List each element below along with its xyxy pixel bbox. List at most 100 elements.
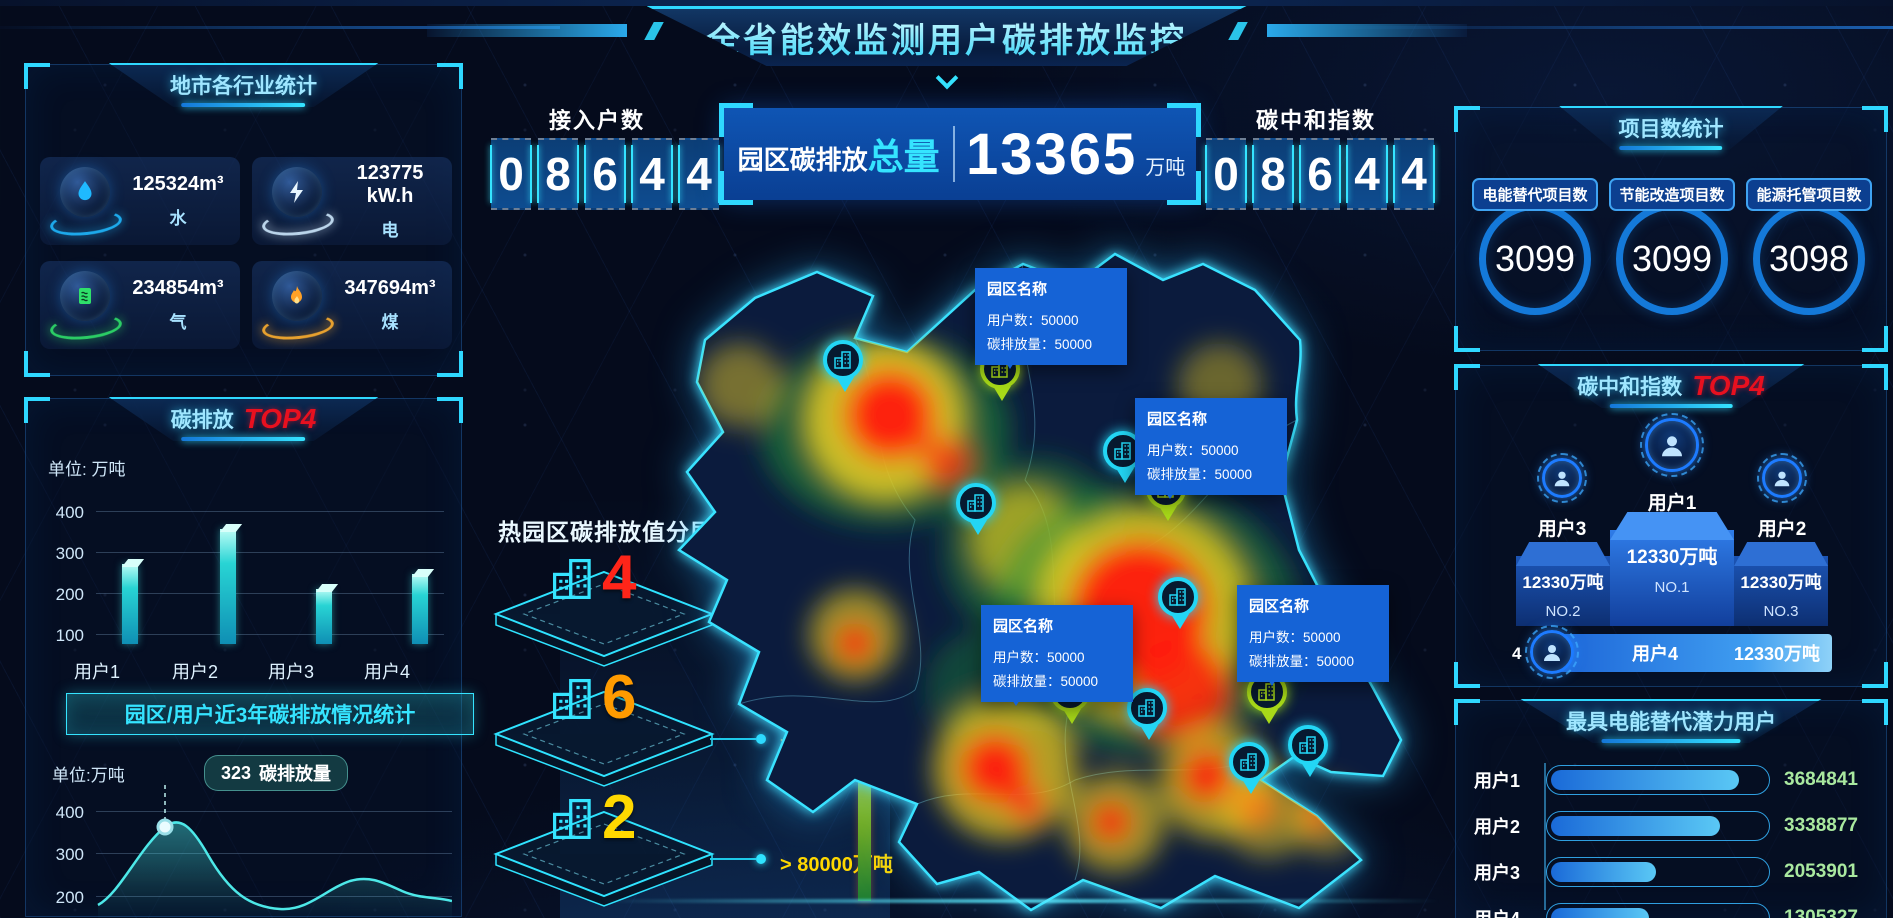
row-bar-track (1546, 811, 1770, 841)
row-bar-track (1546, 857, 1770, 887)
province-map: 园区名称 用户数：50000 碳排放量：50000 园区名称 用户数：50000… (555, 220, 1465, 918)
corner-bracket (1167, 171, 1201, 205)
row-bar-fill (1551, 770, 1740, 790)
gridline (96, 853, 452, 854)
park-pin[interactable] (1229, 742, 1273, 800)
bar-chart-unit: 单位: 万吨 (48, 460, 126, 479)
layer-platform (493, 570, 715, 667)
bar-user2 (219, 489, 243, 644)
header-left-wing (426, 24, 627, 37)
park-pin[interactable] (823, 340, 867, 398)
panel-neutral-top4: 碳中和指数 TOP4 用户1 用户3 用户2 12330万吨 NO.2 1233… (1454, 364, 1888, 688)
park-pin[interactable] (1158, 577, 1202, 635)
bar-user4 (411, 489, 435, 644)
tooltip-emission: 碳排放量：50000 (987, 337, 1093, 352)
row-value: 3684841 (1784, 769, 1858, 790)
panel-potential: 最具电能替代潜力用户 用户1 3684841 用户2 3338877 用户3 2… (1454, 699, 1888, 918)
corner-accent (1454, 364, 1480, 390)
buildings-icon (552, 558, 591, 600)
panel-projects: 项目数统计 电能替代项目数 3099 节能改造项目数 3099 能源托管项目数 … (1454, 106, 1888, 352)
total-emission-value: 13365 (965, 121, 1138, 187)
digit-box: 4 (678, 138, 720, 210)
digit-box: 4 (631, 138, 673, 210)
potential-row: 用户2 3338877 (1474, 809, 1870, 843)
icon-ring (260, 311, 336, 343)
podium-value: 12330万吨 (1740, 573, 1822, 592)
corner-bracket (719, 103, 753, 137)
park-tooltip[interactable]: 园区名称 用户数：50000 碳排放量：50000 (981, 605, 1133, 706)
corner-accent (1862, 699, 1888, 725)
corner-accent (24, 351, 50, 377)
corner-accent (1454, 662, 1480, 688)
corner-bracket (719, 171, 753, 205)
row-bar-fill (1551, 862, 1656, 882)
header-right-wing (1266, 24, 1467, 37)
park-tooltip[interactable]: 园区名称 用户数：50000 碳排放量：50000 (975, 268, 1127, 369)
gridline (96, 511, 444, 512)
stat-label: 水 (169, 209, 187, 228)
bar-user3 (315, 489, 339, 644)
history-stats-button[interactable]: 园区/用户近3年碳排放情况统计 (66, 693, 474, 735)
project-label: 节能改造项目数 (1609, 178, 1735, 211)
y-tick: 300 (55, 544, 84, 563)
connector-line (710, 734, 766, 744)
digit-box: 8 (1252, 138, 1294, 210)
row-bar-fill (1551, 908, 1650, 918)
digit-box: 4 (1346, 138, 1388, 210)
tooltip-users: 用户数：50000 (1249, 630, 1341, 645)
user-avatar (1537, 453, 1587, 503)
tooltip-title: 园区名称 (993, 618, 1054, 635)
park-pin[interactable] (956, 483, 1000, 541)
connector-line (710, 854, 766, 864)
potential-row: 用户4 1305327 (1474, 901, 1870, 918)
y-tick: 200 (55, 585, 84, 604)
divider (953, 126, 956, 182)
layers-title: 热园区碳排放值分层 (498, 519, 714, 545)
park-tooltip[interactable]: 园区名称 用户数：50000 碳排放量：50000 (1237, 585, 1389, 686)
stat-value: 234854m³ (132, 277, 224, 299)
park-pin[interactable] (1127, 688, 1171, 746)
access-count-label: 接入户数 (549, 108, 646, 133)
highlight-point (156, 818, 174, 836)
gridline (96, 552, 444, 553)
digit-box: 6 (584, 138, 626, 210)
flame-icon (272, 271, 322, 321)
row-user: 用户1 (1474, 771, 1521, 791)
stat-value: 125324m³ (132, 173, 224, 195)
row-user: 用户2 (1474, 817, 1521, 837)
tooltip-users: 用户数：50000 (987, 313, 1079, 328)
icon-ring (48, 207, 124, 239)
user-avatar (1640, 413, 1704, 477)
podium-user-1: 用户1 (1647, 493, 1697, 514)
x-label: 用户1 (74, 662, 121, 682)
area-chart-unit: 单位:万吨 (52, 766, 125, 785)
tooltip-emission: 碳排放量：50000 (1147, 467, 1253, 482)
project-stat: 电能替代项目数 3099 (1472, 178, 1598, 315)
buildings-icon (552, 798, 591, 840)
marker-value: 323 (221, 762, 252, 783)
digit-box: 4 (1393, 138, 1435, 210)
podium-value: 12330万吨 (1626, 547, 1718, 568)
panel-title: 地市各行业统计 (170, 75, 317, 98)
chevron-down-icon (935, 66, 958, 90)
layer-platform (493, 690, 715, 787)
corner-accent (437, 63, 463, 89)
fourth-rank: 4 (1512, 644, 1522, 663)
park-tooltip[interactable]: 园区名称 用户数：50000 碳排放量：50000 (1135, 398, 1287, 499)
podium-no3: 12330万吨 NO.3 (1734, 542, 1828, 626)
park-pin[interactable] (1288, 725, 1332, 783)
corner-accent (1862, 106, 1888, 132)
corner-accent (437, 351, 463, 377)
area-chart-marker: 323 碳排放量 (204, 755, 349, 791)
y-tick: 100 (55, 626, 84, 645)
bar-chart: 400 300 200 100 (44, 489, 444, 645)
panel-title: 碳排放 (170, 409, 234, 432)
x-label: 用户4 (364, 662, 411, 682)
corner-accent (1454, 106, 1480, 132)
podium-no2: 12330万吨 NO.2 (1516, 542, 1610, 626)
header-left-line (0, 26, 560, 29)
podium-rank: NO.2 (1545, 603, 1581, 620)
panel-title-tab: 最具电能替代潜力用户 (1520, 699, 1822, 743)
gridline (96, 811, 452, 812)
stat-value: 123775 kW.h (356, 161, 424, 207)
